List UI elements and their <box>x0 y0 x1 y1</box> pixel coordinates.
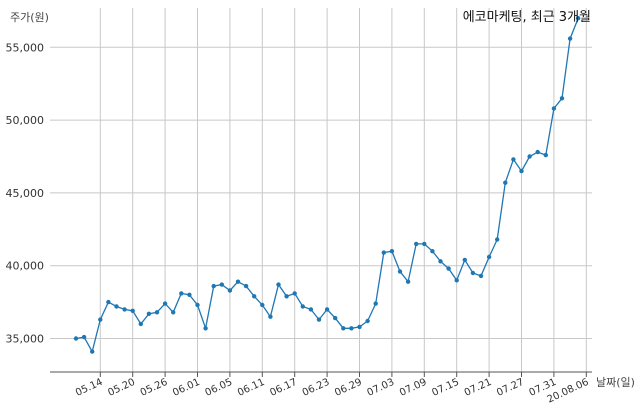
data-point <box>292 291 297 296</box>
data-point <box>535 149 540 155</box>
y-tick-label: 40,000 <box>6 260 45 273</box>
series-layer <box>73 16 581 354</box>
data-point <box>333 315 338 321</box>
x-tick-label: 06.29 <box>333 377 364 399</box>
x-tick-label: 07.03 <box>366 377 397 399</box>
data-point <box>171 310 176 315</box>
x-tick-label: 07.21 <box>463 377 494 399</box>
data-point <box>106 299 111 305</box>
data-point <box>454 278 459 283</box>
data-point <box>162 301 168 306</box>
x-tick-label: 07.09 <box>398 377 429 399</box>
data-point <box>389 249 395 254</box>
data-point <box>98 317 103 322</box>
data-point <box>430 249 435 254</box>
data-point <box>495 237 500 242</box>
data-point <box>543 152 548 158</box>
x-tick-label: 06.11 <box>236 377 267 399</box>
data-point <box>219 282 224 287</box>
y-tick-labels: 35,000 40,000 45,000 50,000 55,000 <box>6 41 45 345</box>
axis-layer <box>50 371 592 377</box>
data-point <box>276 282 281 287</box>
data-point <box>551 106 557 111</box>
data-point <box>559 96 565 101</box>
y-tick-label: 55,000 <box>6 41 45 54</box>
data-point <box>576 16 581 21</box>
y-tick-label: 50,000 <box>6 114 45 127</box>
data-point <box>187 292 192 297</box>
data-point <box>519 168 524 174</box>
x-tick-label: 07.15 <box>430 377 461 399</box>
data-point <box>195 302 200 308</box>
x-tick-label: 06.01 <box>171 377 202 399</box>
data-point <box>179 291 184 296</box>
data-point <box>252 294 257 299</box>
data-point <box>90 349 95 354</box>
data-point <box>324 307 330 312</box>
data-point <box>357 324 362 330</box>
data-point <box>130 308 135 313</box>
x-tick-label: 06.23 <box>301 377 332 399</box>
x-tick-label: 06.05 <box>204 377 235 399</box>
data-point <box>284 294 289 299</box>
data-point <box>122 307 127 312</box>
data-point <box>235 279 241 284</box>
x-tick-label: 05.26 <box>139 377 170 399</box>
y-tick-label: 35,000 <box>6 333 45 346</box>
data-point <box>300 304 305 309</box>
data-point <box>486 254 492 260</box>
data-point <box>211 283 216 289</box>
data-point <box>527 154 532 159</box>
data-point <box>405 279 411 284</box>
data-point <box>341 326 346 331</box>
data-point <box>365 318 370 324</box>
chart-title: 에코마케팅, 최근 3개월 <box>463 10 591 25</box>
data-point <box>470 270 476 276</box>
data-point <box>503 180 508 185</box>
data-point <box>446 266 451 271</box>
x-tick-label: 05.20 <box>106 377 137 399</box>
data-point <box>114 304 119 309</box>
data-point <box>438 259 443 264</box>
data-point <box>154 310 160 315</box>
data-point <box>260 302 265 308</box>
data-point <box>397 269 403 274</box>
data-point <box>462 257 467 263</box>
data-point <box>422 241 427 247</box>
data-point <box>146 311 152 316</box>
data-point <box>414 241 419 247</box>
y-tick-label: 45,000 <box>6 187 45 200</box>
x-tick-label: 05.14 <box>74 377 105 399</box>
data-point <box>349 326 354 331</box>
x-tick-labels: 05.14 05.20 05.26 06.01 06.05 06.11 06.17 06.23… <box>74 377 591 406</box>
x-tick-label: 06.17 <box>268 377 299 399</box>
data-point <box>511 157 516 162</box>
data-point <box>373 301 378 306</box>
data-point <box>567 36 573 41</box>
data-point <box>227 288 233 293</box>
data-point <box>381 250 386 255</box>
x-axis-label: 날짜(일) <box>596 375 635 389</box>
data-point <box>243 283 249 289</box>
data-point <box>316 317 322 322</box>
data-point <box>268 314 273 319</box>
data-point <box>203 326 208 331</box>
data-point <box>73 336 79 341</box>
data-point <box>138 321 143 327</box>
data-point <box>308 307 314 312</box>
x-tick-label: 07.27 <box>495 377 526 399</box>
data-point <box>478 273 484 279</box>
y-axis-label: 주가(원) <box>10 11 49 24</box>
data-point <box>81 334 87 340</box>
